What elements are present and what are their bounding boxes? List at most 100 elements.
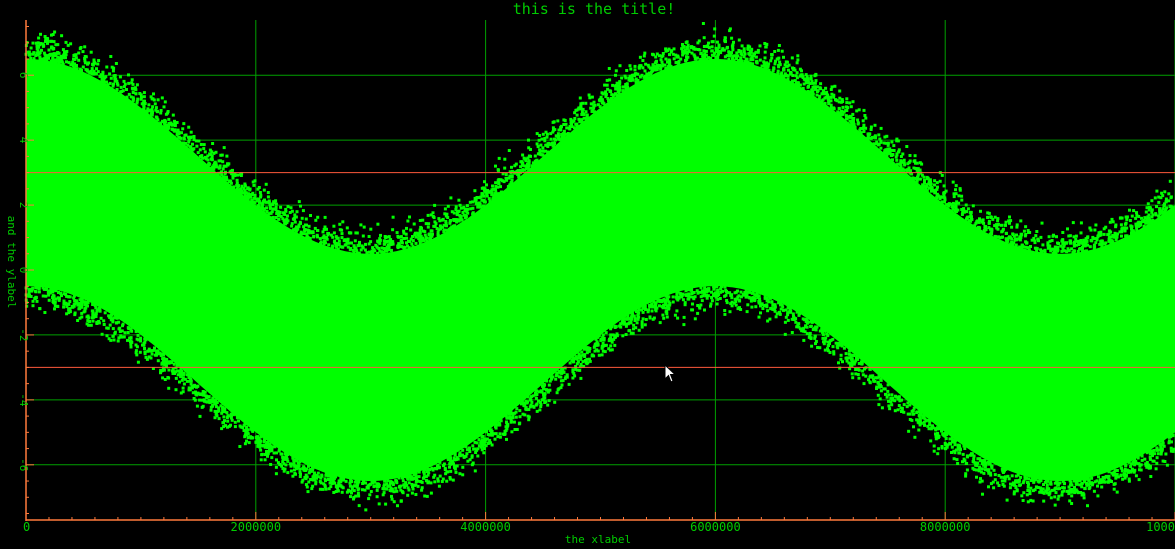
data-point	[258, 439, 261, 442]
data-point	[1093, 490, 1096, 493]
data-point	[136, 338, 139, 341]
data-point	[1134, 217, 1137, 220]
data-point	[796, 71, 799, 74]
data-point	[403, 486, 406, 489]
data-point	[448, 222, 451, 225]
data-point	[887, 383, 890, 386]
data-point	[312, 235, 315, 238]
data-point	[295, 230, 298, 233]
data-point	[818, 95, 821, 98]
data-point	[268, 445, 271, 448]
data-point	[939, 197, 942, 200]
data-point	[564, 377, 567, 380]
data-point	[135, 351, 138, 354]
data-point	[155, 354, 158, 357]
data-point	[268, 200, 271, 203]
data-point	[439, 475, 442, 478]
data-point	[175, 388, 178, 391]
data-point	[814, 73, 817, 76]
data-point	[654, 303, 657, 306]
data-point	[152, 92, 155, 95]
data-point	[499, 185, 502, 188]
data-point	[1069, 240, 1072, 243]
data-point	[569, 125, 572, 128]
data-point	[379, 239, 382, 242]
data-point	[134, 92, 137, 95]
data-point	[901, 168, 904, 171]
data-point	[612, 95, 615, 98]
data-point	[877, 133, 880, 136]
data-point	[191, 143, 194, 146]
data-point	[965, 204, 968, 207]
data-point	[906, 405, 909, 408]
data-point	[32, 51, 35, 54]
data-point	[505, 417, 508, 420]
data-point	[505, 438, 508, 441]
data-point	[1100, 486, 1103, 489]
data-point	[551, 375, 554, 378]
data-point	[734, 300, 737, 303]
data-point	[572, 360, 575, 363]
data-point	[187, 126, 190, 129]
data-point	[862, 124, 865, 127]
data-point	[499, 432, 502, 435]
data-point	[797, 83, 800, 86]
data-point	[975, 476, 978, 479]
data-point	[1039, 236, 1042, 239]
data-point	[787, 75, 790, 78]
data-point	[139, 337, 142, 340]
data-point	[936, 426, 939, 429]
data-point	[1132, 209, 1135, 212]
data-point	[331, 478, 334, 481]
data-point	[148, 348, 151, 351]
data-point	[404, 481, 407, 484]
data-point	[591, 103, 594, 106]
data-point	[1015, 244, 1018, 247]
data-point	[909, 154, 912, 157]
data-point	[424, 234, 427, 237]
data-point	[425, 236, 428, 239]
data-point	[51, 58, 54, 61]
data-point	[87, 324, 90, 327]
data-point	[542, 150, 545, 153]
data-point	[300, 231, 303, 234]
data-point	[382, 493, 385, 496]
data-point	[494, 191, 497, 194]
data-point	[73, 54, 76, 57]
data-point	[312, 230, 315, 233]
data-point	[811, 321, 814, 324]
data-point	[896, 163, 899, 166]
data-point	[395, 490, 398, 493]
data-point	[1082, 492, 1085, 495]
data-point	[622, 318, 625, 321]
data-point	[758, 302, 761, 305]
data-point	[698, 49, 701, 52]
data-point	[238, 189, 241, 192]
data-point	[770, 300, 773, 303]
data-point	[278, 450, 281, 453]
data-point	[1150, 211, 1153, 214]
data-point	[376, 240, 379, 243]
data-point	[278, 463, 281, 466]
data-point	[293, 469, 296, 472]
data-point	[588, 96, 591, 99]
data-point	[922, 415, 925, 418]
data-point	[961, 460, 964, 463]
data-point	[188, 386, 191, 389]
data-point	[923, 181, 926, 184]
data-point	[606, 84, 609, 87]
data-point	[565, 126, 568, 129]
data-point	[183, 373, 186, 376]
data-point	[749, 62, 752, 65]
data-point	[530, 404, 533, 407]
data-point	[72, 64, 75, 67]
data-point	[629, 68, 632, 71]
data-point	[716, 289, 719, 292]
data-point	[137, 334, 140, 337]
data-point	[244, 423, 247, 426]
data-point	[1014, 486, 1017, 489]
data-point	[738, 299, 741, 302]
data-point	[376, 495, 379, 498]
data-point	[1170, 195, 1173, 198]
data-point	[723, 313, 726, 316]
